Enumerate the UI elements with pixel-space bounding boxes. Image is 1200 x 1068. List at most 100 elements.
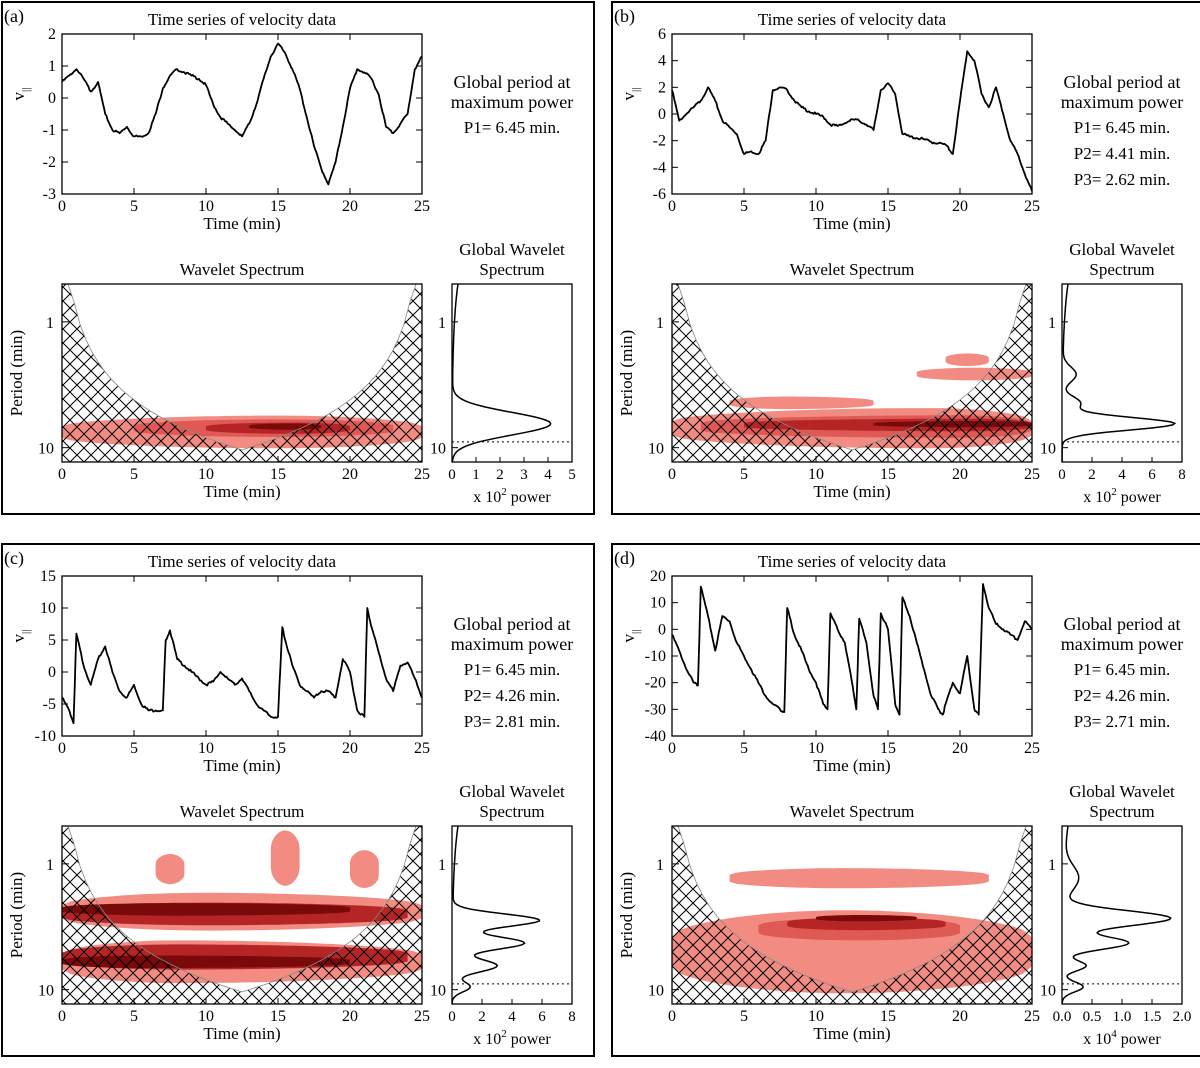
cone-of-influence [672,826,1032,1004]
x-tick-label: 25 [414,740,430,757]
global-wavelet-line [451,283,552,463]
x-tick-label: 5 [740,740,748,757]
wavelet-power-contour-9 [350,850,379,888]
wavelet-title: Wavelet Spectrum [790,802,915,821]
gws-x-tick-label: 4 [1118,467,1126,483]
x-tick-label: 10 [808,198,824,215]
period-value-p3: P3= 2.81 min. [464,712,561,731]
wavelet-x-tick-label: 20 [342,1008,358,1025]
panel-label: (c) [4,548,24,569]
wavelet-power-contour-8 [270,830,300,886]
y-tick-label: -5 [43,696,56,713]
gws-x-tick-label: 8 [568,1009,576,1025]
gws-x-tick-label: 2 [496,467,504,483]
cone-of-influence [62,284,422,462]
wavelet-xlabel: Time (min) [813,1024,890,1043]
wavelet-x-tick-label: 5 [740,466,748,483]
global-period-title-1: Global period at [1064,614,1181,634]
panel-frame [611,543,1200,1057]
gws-x-tick-label: 0 [448,1009,456,1025]
timeseries-xlabel: Time (min) [203,756,280,775]
velocity-line [671,50,1033,192]
gws-x-tick-label: 0.0 [1053,1009,1072,1025]
panel-frame [1,1,595,515]
wavelet-plot [672,826,1032,1004]
wavelet-title: Wavelet Spectrum [180,802,305,821]
y-tick-label: 0 [48,90,56,107]
gws-xlabel: x 102 power [473,1028,551,1048]
global-wavelet-title-1: Global Wavelet [1069,240,1175,259]
y-tick-label: 10 [650,595,666,612]
wavelet-xlabel: Time (min) [203,482,280,501]
timeseries-axes [671,33,1033,195]
y-tick-label: -10 [35,728,56,745]
wavelet-x-tick-label: 10 [198,466,214,483]
wavelet-y-tick-label: 1 [656,857,664,874]
gws-y-tick-label: 1 [438,857,446,874]
y-tick-label: -2 [43,154,56,171]
gws-x-tick-label: 1 [472,467,480,483]
x-tick-label: 25 [414,198,430,215]
y-tick-label: 0 [658,106,666,123]
timeseries-xlabel: Time (min) [203,214,280,233]
global-wavelet-title-2: Spectrum [1089,260,1154,279]
gws-y-tick-label: 1 [1048,315,1056,332]
wavelet-title: Wavelet Spectrum [790,260,915,279]
x-tick-label: 15 [270,740,286,757]
global-wavelet-title-2: Spectrum [479,802,544,821]
global-period-title-2: maximum power [1061,634,1183,654]
gws-x-tick-label: 2.0 [1173,1009,1192,1025]
gws-xlabel: x 102 power [473,486,551,506]
global-wavelet-line [1061,283,1177,462]
gws-x-tick-label: 2 [1088,467,1096,483]
wavelet-y-tick-label: 1 [46,315,54,332]
panel-label: (a) [4,6,24,27]
gws-xlabel-exponent: 4 [1111,1028,1117,1040]
timeseries-title: Time series of velocity data [148,10,337,29]
timeseries-ylabel: v|| [619,88,642,101]
y-tick-label: -10 [645,648,666,665]
gws-xlabel-unit: power [1117,489,1162,506]
x-tick-label: 10 [198,740,214,757]
y-tick-label: -4 [653,159,666,176]
y-tick-label: -1 [43,122,56,139]
ylabel-subscript: || [630,88,642,92]
wavelet-x-tick-label: 15 [270,1008,286,1025]
x-tick-label: 0 [668,740,676,757]
y-tick-label: 2 [48,26,56,43]
wavelet-ylabel: Period (min) [617,330,636,416]
x-tick-label: 10 [808,740,824,757]
period-value-p2: P2= 4.26 min. [1074,686,1171,705]
x-tick-label: 15 [880,198,896,215]
wavelet-x-tick-label: 20 [952,1008,968,1025]
period-value-p3: P3= 2.62 min. [1074,170,1171,189]
wavelet-x-tick-label: 10 [198,1008,214,1025]
gws-y-tick-label: 10 [1040,983,1056,1000]
y-tick-label: 2 [658,79,666,96]
y-tick-label: 10 [40,600,56,617]
wavelet-axes [61,825,423,1005]
wavelet-y-tick-label: 10 [648,441,664,458]
x-tick-label: 5 [130,198,138,215]
gws-xlabel: x 102 power [1083,486,1161,506]
x-tick-label: 20 [952,198,968,215]
wavelet-x-tick-label: 15 [880,466,896,483]
period-value-p1: P1= 6.45 min. [464,118,561,137]
gws-x-tick-label: 8 [1178,467,1186,483]
gws-y-tick-label: 10 [1040,441,1056,458]
wavelet-x-tick-label: 5 [740,1008,748,1025]
period-value-p2: P2= 4.41 min. [1074,144,1171,163]
x-tick-label: 20 [952,740,968,757]
wavelet-x-tick-label: 10 [808,1008,824,1025]
global-wavelet-title-2: Spectrum [1089,802,1154,821]
wavelet-x-tick-label: 10 [808,466,824,483]
wavelet-x-tick-label: 20 [342,466,358,483]
wavelet-ylabel: Period (min) [617,872,636,958]
wavelet-xlabel: Time (min) [203,1024,280,1043]
x-tick-label: 15 [880,740,896,757]
global-wavelet-line [451,825,541,1005]
ylabel-subscript: || [20,88,32,92]
